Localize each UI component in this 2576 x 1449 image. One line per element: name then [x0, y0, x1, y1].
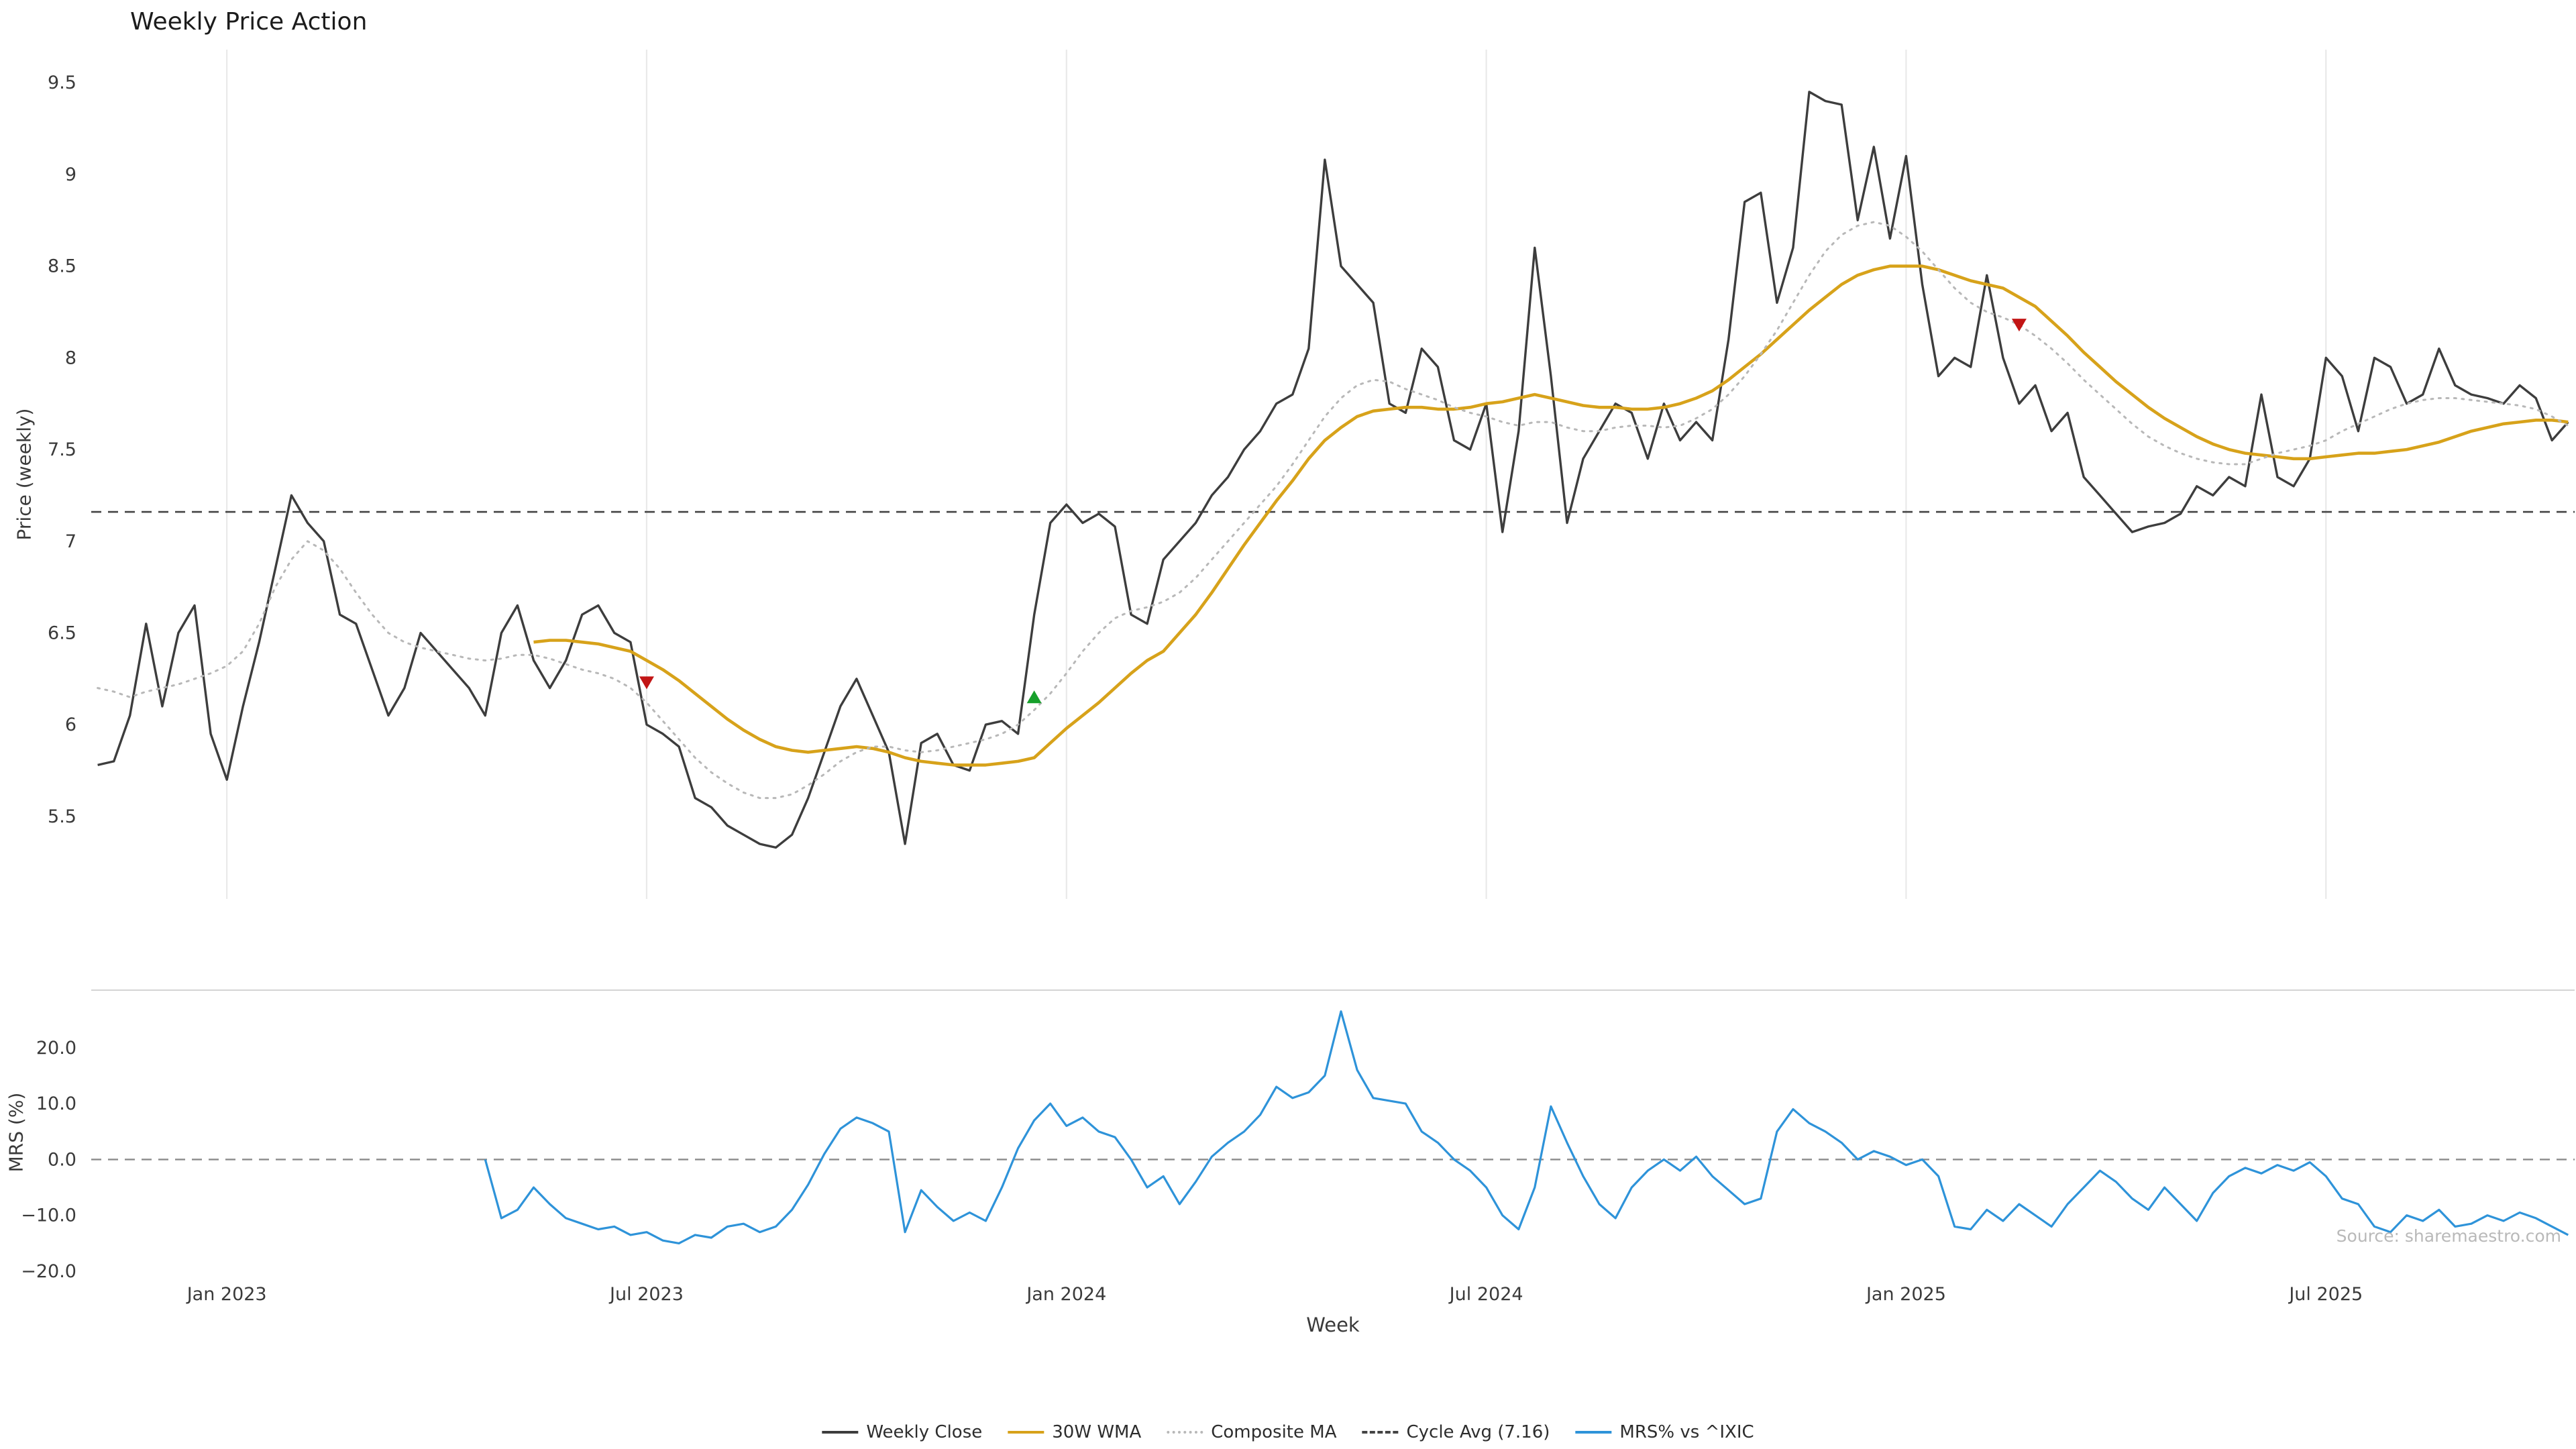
chart-title: Weekly Price Action: [130, 8, 368, 36]
composite-ma-line: [97, 221, 2569, 800]
legend-label: Composite MA: [1211, 1422, 1337, 1442]
weekly-close-line: [97, 91, 2569, 849]
y-tick-label: 9: [65, 164, 76, 185]
sell-signal-triangle-icon: [639, 676, 654, 690]
wma-line: [533, 264, 2569, 767]
wma-line-swatch-icon: [1008, 1431, 1044, 1434]
y-tick-label: 8: [65, 347, 76, 368]
y-tick-label: 20.0: [36, 1038, 76, 1059]
legend-label: Weekly Close: [866, 1422, 983, 1442]
composite-ma-line-swatch-icon: [1167, 1431, 1203, 1434]
legend-label: 30W WMA: [1052, 1422, 1142, 1442]
buy-signal-triangle-icon: [1026, 690, 1042, 704]
legend-item-mrs: MRS% vs ^IXIC: [1575, 1422, 1754, 1442]
source-watermark: Source: sharemaestro.com: [2336, 1226, 2561, 1246]
y-tick-label: 0.0: [48, 1149, 76, 1170]
legend-item-30w-wma: 30W WMA: [1008, 1422, 1141, 1442]
mrs-line: [484, 1010, 2569, 1244]
price-axis-label: Price (weekly): [13, 408, 36, 541]
legend-label: MRS% vs ^IXIC: [1619, 1422, 1754, 1442]
y-tick-label: 8.5: [48, 256, 76, 277]
x-tick-label: Jan 2025: [1865, 1284, 1946, 1305]
x-tick-label: Jul 2023: [608, 1284, 684, 1305]
cycle-avg-line-swatch-icon: [1362, 1431, 1399, 1434]
y-tick-label: 6: [65, 714, 76, 735]
x-tick-label: Jan 2024: [1025, 1284, 1106, 1305]
mrs-axis-label: MRS (%): [5, 1092, 28, 1173]
y-tick-label: 9.5: [48, 72, 76, 93]
legend-item-composite-ma: Composite MA: [1167, 1422, 1336, 1442]
x-axis-label: Week: [1306, 1313, 1360, 1336]
sell-signal-triangle-icon: [2011, 319, 2027, 332]
legend: Weekly Close 30W WMA Composite MA Cycle …: [822, 1422, 1754, 1442]
y-tick-label: 7.5: [48, 439, 76, 460]
weekly-close-line-swatch-icon: [822, 1431, 859, 1434]
legend-item-cycle-avg: Cycle Avg (7.16): [1362, 1422, 1550, 1442]
y-tick-label: 6.5: [48, 623, 76, 644]
y-tick-label: −10.0: [21, 1205, 76, 1226]
y-tick-label: 10.0: [36, 1093, 76, 1114]
y-tick-label: −20.0: [21, 1261, 76, 1282]
legend-label: Cycle Avg (7.16): [1406, 1422, 1550, 1442]
x-tick-label: Jul 2024: [1448, 1284, 1523, 1305]
legend-item-weekly-close: Weekly Close: [822, 1422, 982, 1442]
y-tick-label: 7: [65, 531, 76, 552]
x-tick-label: Jul 2025: [2288, 1284, 2363, 1305]
x-tick-label: Jan 2023: [186, 1284, 267, 1305]
mrs-line-swatch-icon: [1575, 1431, 1612, 1434]
y-tick-label: 5.5: [48, 806, 76, 827]
